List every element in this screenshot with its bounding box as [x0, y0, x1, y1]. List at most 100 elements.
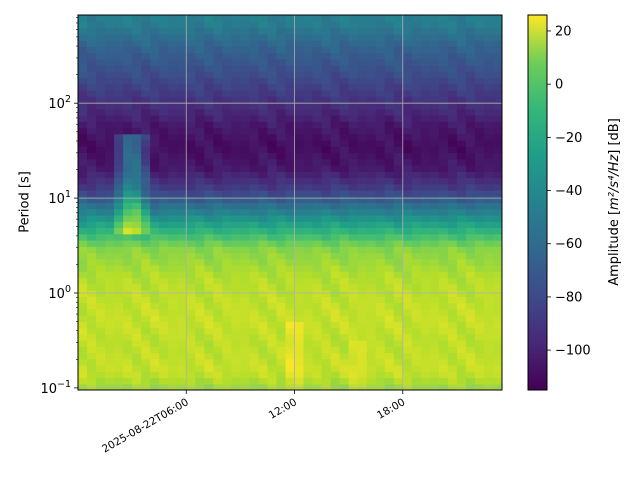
- heatmap-cell: [231, 233, 241, 241]
- heatmap-cell: [303, 152, 314, 160]
- heatmap-cell: [240, 208, 250, 216]
- heatmap-cell: [177, 352, 187, 360]
- heatmap-cell: [456, 40, 467, 47]
- heatmap-cell: [240, 277, 250, 285]
- heatmap-cell: [222, 283, 232, 291]
- heatmap-cell: [375, 277, 386, 285]
- heatmap-cell: [186, 102, 196, 110]
- heatmap-cell: [78, 271, 88, 279]
- heatmap-cell: [177, 252, 187, 260]
- heatmap-cell: [276, 352, 287, 360]
- heatmap-cell: [78, 52, 88, 60]
- heatmap-cell: [294, 127, 305, 135]
- heatmap-cell: [114, 127, 124, 135]
- heatmap-cell: [231, 352, 241, 360]
- heatmap-cell: [177, 202, 187, 210]
- heatmap-cell: [321, 365, 332, 372]
- heatmap-cell: [186, 358, 196, 366]
- heatmap-cell: [321, 158, 332, 166]
- heatmap-cell: [222, 165, 232, 172]
- heatmap-cell: [294, 190, 305, 197]
- heatmap-cell: [483, 221, 494, 229]
- heatmap-cell: [357, 258, 368, 266]
- heatmap-cell: [348, 152, 359, 160]
- heatmap-cell: [213, 177, 223, 185]
- heatmap-cell: [132, 290, 142, 297]
- heatmap-cell: [285, 246, 296, 254]
- heatmap-cell: [366, 290, 377, 297]
- heatmap-cell: [393, 383, 404, 390]
- heatmap-cell: [447, 115, 458, 122]
- heatmap-cell: [240, 177, 250, 185]
- heatmap-cell: [429, 171, 440, 179]
- heatmap-cell: [330, 158, 341, 166]
- heatmap-cell: [285, 383, 296, 390]
- heatmap-cell: [177, 152, 187, 160]
- heatmap-cell: [240, 352, 250, 360]
- heatmap-cell: [483, 190, 494, 197]
- heatmap-cell: [186, 296, 196, 304]
- heatmap-cell: [321, 46, 332, 54]
- heatmap-cell: [150, 71, 160, 79]
- heatmap-cell: [87, 108, 97, 116]
- heatmap-cell: [474, 315, 485, 322]
- heatmap-cell: [267, 308, 278, 316]
- heatmap-cell: [231, 158, 241, 166]
- heatmap-cell: [438, 40, 449, 47]
- heatmap-cell: [132, 33, 142, 41]
- heatmap-cell: [375, 346, 386, 354]
- heatmap-cell: [168, 115, 178, 122]
- heatmap-cell: [87, 277, 97, 285]
- heatmap-cell: [249, 65, 260, 72]
- heatmap-cell: [186, 227, 196, 235]
- heatmap-cell: [321, 202, 332, 210]
- heatmap-cell: [393, 271, 404, 279]
- heatmap-cell: [474, 252, 485, 260]
- heatmap-cell: [222, 265, 232, 272]
- heatmap-cell: [420, 171, 431, 179]
- grid-lines: [78, 15, 502, 390]
- heatmap-cell: [429, 346, 440, 354]
- heatmap-cell: [420, 227, 431, 235]
- heatmap-cell: [294, 365, 305, 372]
- heatmap-cell: [114, 246, 124, 254]
- heatmap-cell: [258, 83, 269, 91]
- heatmap-cell: [393, 358, 404, 366]
- heatmap-cell: [132, 321, 142, 329]
- heatmap-cell: [447, 33, 458, 41]
- heatmap-cell: [240, 158, 250, 166]
- heatmap-cell: [267, 21, 278, 29]
- heatmap-cell: [465, 233, 476, 241]
- heatmap-cell: [87, 140, 97, 147]
- heatmap-cell: [285, 127, 296, 135]
- heatmap-cell: [420, 233, 431, 241]
- heatmap-cell: [231, 246, 241, 254]
- heatmap-cell: [186, 202, 196, 210]
- heatmap-cell: [78, 283, 88, 291]
- heatmap-cell: [339, 102, 350, 110]
- heatmap-cell: [240, 315, 250, 322]
- heatmap-cell: [465, 283, 476, 291]
- heatmap-cell: [258, 340, 269, 347]
- heatmap-cell: [249, 158, 260, 166]
- heatmap-cell: [294, 308, 305, 316]
- heatmap-cell: [231, 96, 241, 104]
- heatmap-cell: [213, 202, 223, 210]
- heatmap-cell: [447, 215, 458, 222]
- heatmap-cell: [384, 227, 395, 235]
- heatmap-cell: [105, 177, 115, 185]
- heatmap-cell: [465, 221, 476, 229]
- heatmap-cell: [78, 346, 88, 354]
- heatmap-cell: [456, 340, 467, 347]
- heatmap-cell: [123, 152, 133, 160]
- heatmap-cell: [258, 221, 269, 229]
- heatmap-cell: [447, 158, 458, 166]
- heatmap-cell: [195, 21, 205, 29]
- heatmap-cell: [168, 40, 178, 47]
- heatmap-cell: [240, 21, 250, 29]
- heatmap-cell: [438, 371, 449, 379]
- heatmap-cell: [492, 58, 502, 66]
- heatmap-cell: [420, 327, 431, 335]
- heatmap-cell: [357, 302, 368, 310]
- heatmap-cell: [249, 146, 260, 154]
